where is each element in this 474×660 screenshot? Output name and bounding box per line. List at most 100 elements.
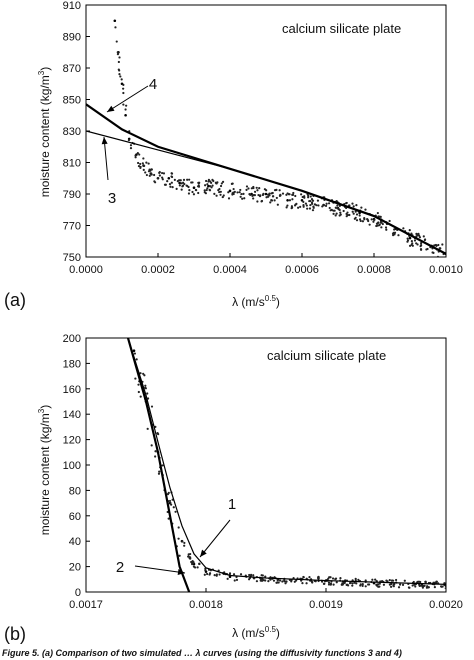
data-point [134, 377, 137, 380]
series-line-1 [127, 338, 446, 585]
data-point [143, 164, 146, 167]
data-point [270, 192, 273, 195]
data-point [290, 205, 294, 208]
data-point [168, 183, 172, 186]
data-point [142, 372, 145, 375]
y-tick-label: 750 [63, 252, 81, 264]
data-point [307, 196, 310, 199]
data-point [310, 201, 314, 204]
data-point [334, 577, 338, 580]
data-point [206, 183, 209, 186]
data-point [252, 186, 255, 190]
data-point [327, 583, 331, 586]
data-point [368, 583, 371, 586]
data-point [389, 585, 393, 588]
data-point [325, 202, 328, 205]
data-point [302, 200, 305, 204]
data-point [385, 228, 388, 231]
data-point [194, 188, 197, 192]
data-point [219, 193, 222, 196]
data-point [141, 162, 144, 165]
data-point [226, 577, 229, 580]
data-point [332, 209, 335, 212]
data-point [438, 247, 441, 250]
data-point [431, 251, 434, 254]
data-point [208, 189, 212, 192]
data-point [355, 582, 358, 585]
data-point [134, 154, 137, 157]
data-point [377, 221, 380, 224]
data-point [352, 205, 355, 208]
data-point [275, 196, 278, 200]
data-point [256, 189, 259, 192]
data-point [187, 185, 190, 189]
data-point [133, 352, 136, 355]
plot-area [126, 338, 446, 592]
data-point [250, 573, 253, 576]
data-point [196, 185, 200, 188]
annotation-arrow [106, 85, 149, 113]
data-point [334, 206, 337, 209]
data-point [178, 179, 181, 182]
y-tick-label: 20 [69, 562, 81, 574]
data-point [205, 179, 208, 183]
data-point [338, 214, 341, 217]
panel-a: calcium silicate plate (a) λ (m/s0.5) mo… [4, 0, 463, 310]
data-point [198, 181, 201, 184]
data-point [203, 189, 206, 192]
x-tick-label: 0.0018 [189, 599, 223, 611]
data-point [291, 193, 295, 196]
data-point [170, 172, 173, 175]
data-point [118, 56, 121, 59]
panel-b-title: calcium silicate plate [267, 348, 386, 363]
data-point [419, 245, 422, 248]
data-point [426, 247, 429, 251]
data-point [119, 75, 122, 78]
annotation-arrowhead [107, 105, 115, 112]
data-point [334, 214, 337, 217]
data-point [138, 153, 141, 156]
y-tick-label: 910 [63, 0, 81, 12]
data-point [424, 580, 427, 583]
data-point [297, 206, 300, 209]
data-point [262, 579, 265, 582]
data-point [182, 181, 185, 184]
data-point [113, 19, 117, 23]
data-point [179, 179, 182, 182]
data-point [286, 192, 289, 195]
data-point [416, 581, 419, 584]
data-point [230, 182, 233, 185]
annotation-label: 2 [116, 559, 124, 576]
data-point [414, 585, 417, 588]
data-point [269, 201, 272, 204]
data-point [166, 493, 170, 496]
y-tick-label: 80 [69, 485, 81, 497]
data-point [378, 224, 381, 227]
x-tick-label: 0.0004 [213, 264, 247, 276]
data-point [380, 226, 383, 229]
data-point [329, 209, 332, 212]
data-point [411, 584, 414, 587]
annotation-arrowhead [177, 569, 185, 576]
data-point [171, 186, 174, 189]
data-point [324, 204, 328, 207]
data-point [403, 579, 406, 582]
data-point [384, 226, 388, 229]
data-point [397, 586, 401, 589]
data-point [312, 206, 315, 209]
data-point [137, 390, 140, 394]
data-point [410, 239, 413, 243]
data-point [248, 193, 251, 196]
y-tick-label: 830 [63, 126, 81, 138]
figure-caption: Figure 5. (a) Comparison of two simulate… [2, 648, 402, 658]
data-point [219, 184, 223, 188]
data-point [117, 60, 120, 64]
data-point [392, 584, 395, 587]
data-point [304, 202, 308, 205]
annotation-arrow [199, 519, 231, 558]
data-point [116, 51, 119, 54]
data-point [281, 580, 284, 583]
data-point [142, 157, 145, 160]
data-point [137, 164, 141, 168]
data-point [321, 580, 324, 583]
